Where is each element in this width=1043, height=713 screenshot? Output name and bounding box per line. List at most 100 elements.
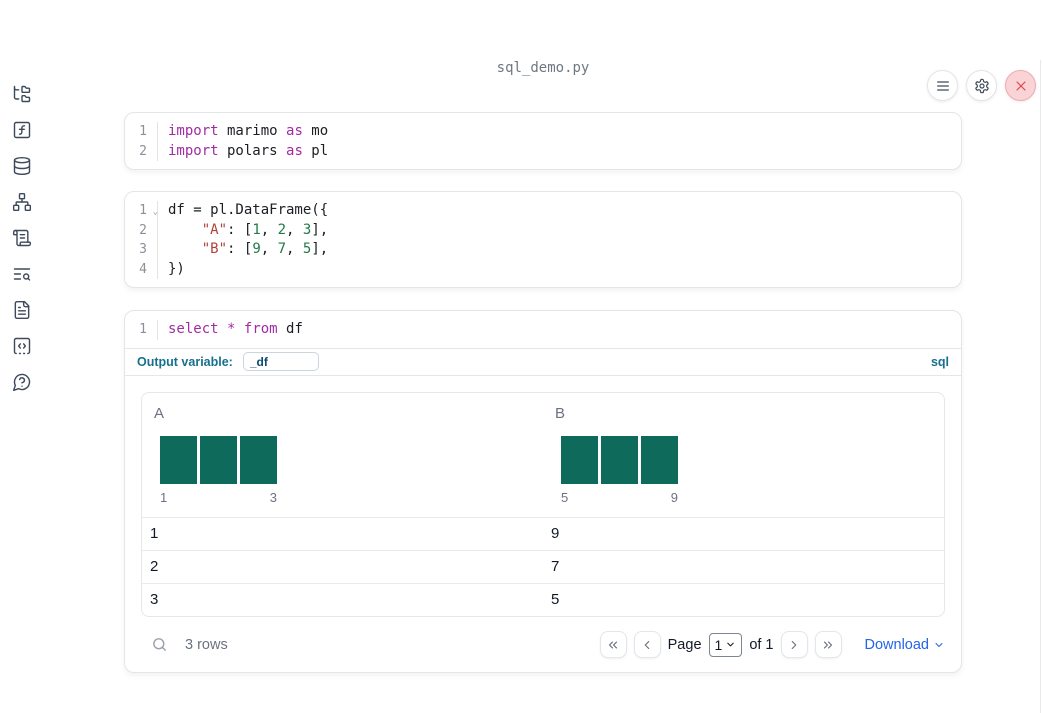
code-cell-dataframe: 1 ⌄ df = pl.DataFrame({2 "A": [1, 2, 3], 3 …: [124, 191, 962, 288]
notebook-main: sql_demo.py 1 import marimo as mo 2 import …: [124, 60, 962, 673]
page-select[interactable]: 1: [708, 632, 743, 657]
output-variable-label: Output variable:: [137, 354, 233, 369]
chevron-right-icon: [791, 640, 797, 649]
function-square-icon[interactable]: [10, 120, 34, 140]
top-right-controls: [927, 70, 1036, 101]
code-text: import polars as pl: [168, 142, 329, 159]
histogram-bar[interactable]: [601, 435, 638, 484]
column-histogram: [561, 435, 936, 484]
line-number: 2: [125, 220, 158, 240]
code-text: }): [168, 260, 185, 277]
close-icon: [1015, 80, 1026, 91]
code-text: df = pl.DataFrame({: [168, 202, 329, 218]
histogram-bar[interactable]: [160, 435, 197, 484]
page-of-label: of 1: [749, 636, 774, 653]
code-line: 1 import marimo as mo: [125, 122, 961, 142]
table-cell: 9: [551, 525, 560, 542]
code-text: select * from df: [168, 321, 303, 337]
list-search-icon[interactable]: [10, 264, 34, 284]
histogram-bar[interactable]: [240, 435, 277, 484]
code-line: 2 "A": [1, 2, 3],: [125, 220, 961, 240]
chevron-left-icon: [644, 640, 650, 649]
chevrons-right-icon: [823, 641, 833, 648]
shutdown-button[interactable]: [1005, 70, 1036, 101]
axis-min-label: 5: [561, 489, 569, 505]
document-icon[interactable]: [10, 300, 34, 320]
menu-icon: [936, 80, 949, 91]
sql-cell-footer: Output variable: sql: [125, 347, 961, 375]
code-snippet-icon[interactable]: [10, 336, 34, 356]
row-count: 3 rows: [185, 636, 228, 653]
table-cell: 1: [150, 525, 159, 542]
histogram-bar[interactable]: [561, 435, 598, 484]
scrollbar-track: [1040, 60, 1041, 713]
sql-editor[interactable]: 1 select * from df: [125, 311, 961, 348]
column-histogram: [160, 435, 535, 484]
table-cell: 3: [150, 591, 159, 608]
menu-button[interactable]: [927, 70, 958, 101]
scroll-icon[interactable]: [10, 228, 34, 248]
chevrons-left-icon: [609, 641, 618, 648]
settings-button[interactable]: [966, 70, 997, 101]
table-column-header[interactable]: B 5 9: [543, 403, 944, 517]
next-page-button[interactable]: [780, 631, 808, 658]
fold-chevron-icon[interactable]: ⌄: [152, 207, 158, 217]
file-tree-icon[interactable]: [10, 84, 34, 104]
line-number: 1 ⌄: [125, 201, 158, 221]
prev-page-button[interactable]: [633, 631, 661, 658]
line-number: 1: [125, 320, 158, 340]
axis-min-label: 1: [160, 489, 168, 505]
database-icon[interactable]: [10, 156, 34, 176]
first-page-button[interactable]: [599, 631, 627, 658]
histogram-bar[interactable]: [200, 435, 237, 484]
line-number: 4: [125, 259, 158, 279]
axis-max-label: 9: [670, 489, 678, 505]
column-name: B: [555, 404, 566, 422]
code-line: 1 ⌄ df = pl.DataFrame({: [125, 201, 961, 221]
help-bubble-icon[interactable]: [10, 372, 34, 392]
code-text: "A": [1, 2, 3],: [201, 221, 329, 238]
code-editor[interactable]: 1 ⌄ df = pl.DataFrame({2 "A": [1, 2, 3], 3 …: [125, 192, 961, 287]
left-sidebar: [0, 60, 44, 392]
code-cell-imports: 1 import marimo as mo 2 import polars as pl: [124, 112, 962, 170]
search-icon[interactable]: [151, 636, 168, 653]
page-label: Page: [667, 636, 702, 653]
gear-icon: [974, 78, 989, 93]
table-cell: 2: [150, 558, 159, 575]
notebook-title: sql_demo.py: [496, 60, 590, 76]
chevron-down-icon: [727, 642, 735, 647]
network-icon[interactable]: [10, 192, 34, 212]
sql-cell: 1 select * from df Output variable: sql A…: [124, 310, 962, 673]
axis-max-label: 3: [269, 489, 277, 505]
language-badge: sql: [930, 354, 949, 369]
line-number: 1: [125, 122, 158, 142]
column-name: A: [154, 404, 165, 422]
line-number: 3: [125, 240, 158, 260]
line-number: 2: [125, 141, 158, 161]
code-line: 4}): [125, 259, 961, 279]
table-cell: 7: [551, 558, 560, 575]
code-text: import marimo as mo: [168, 123, 329, 139]
last-page-button[interactable]: [814, 631, 842, 658]
code-text: "B": [9, 7, 5],: [201, 241, 329, 257]
output-variable-input[interactable]: [242, 352, 319, 371]
table-footer: 3 rows Page 1 of 1: [141, 627, 945, 663]
histogram-bar[interactable]: [641, 435, 678, 484]
code-editor[interactable]: 1 import marimo as mo 2 import polars as pl: [125, 113, 961, 169]
code-line: 1 select * from df: [125, 320, 961, 340]
code-line: 3 "B": [9, 7, 5],: [125, 240, 961, 260]
chevron-down-icon: [935, 642, 943, 647]
table-cell: 5: [551, 591, 560, 608]
download-button[interactable]: Download: [865, 637, 946, 653]
code-line: 2 import polars as pl: [125, 141, 961, 161]
pagination: Page 1 of 1 Download: [599, 631, 946, 658]
